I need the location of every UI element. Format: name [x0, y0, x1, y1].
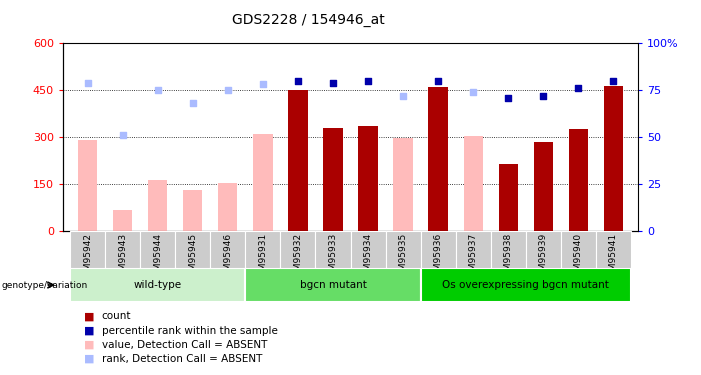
Point	[397, 93, 409, 99]
Point	[608, 78, 619, 84]
Text: GSM95945: GSM95945	[189, 232, 197, 282]
Text: genotype/variation: genotype/variation	[1, 280, 88, 290]
Point	[573, 85, 584, 91]
Text: ■: ■	[84, 340, 95, 350]
Text: Os overexpressing bgcn mutant: Os overexpressing bgcn mutant	[442, 280, 609, 290]
Point	[503, 94, 514, 100]
Text: ■: ■	[84, 326, 95, 336]
Bar	[358, 126, 378, 231]
Bar	[463, 136, 483, 231]
Text: GSM95943: GSM95943	[118, 232, 127, 282]
Bar	[288, 90, 308, 231]
Bar	[218, 183, 238, 231]
Bar	[140, 231, 175, 268]
Bar	[491, 231, 526, 268]
Bar	[561, 231, 596, 268]
Bar	[421, 268, 631, 302]
Bar	[183, 190, 203, 231]
Bar	[350, 231, 386, 268]
Bar	[428, 87, 448, 231]
Bar	[78, 140, 97, 231]
Bar	[596, 231, 631, 268]
Bar	[323, 128, 343, 231]
Point	[187, 100, 198, 106]
Text: GDS2228 / 154946_at: GDS2228 / 154946_at	[232, 13, 385, 27]
Point	[117, 132, 128, 138]
Text: GSM95935: GSM95935	[399, 232, 407, 282]
Bar	[604, 86, 623, 231]
Text: ■: ■	[84, 354, 95, 364]
Point	[362, 78, 374, 84]
Bar	[498, 164, 518, 231]
Text: GSM95934: GSM95934	[364, 232, 372, 282]
Text: percentile rank within the sample: percentile rank within the sample	[102, 326, 278, 336]
Text: GSM95938: GSM95938	[504, 232, 512, 282]
Bar	[105, 231, 140, 268]
Bar	[456, 231, 491, 268]
Text: GSM95944: GSM95944	[154, 232, 162, 282]
Text: GSM95936: GSM95936	[434, 232, 442, 282]
Bar	[315, 231, 350, 268]
Text: ■: ■	[84, 311, 95, 321]
Point	[292, 78, 304, 84]
Text: count: count	[102, 311, 131, 321]
Text: GSM95941: GSM95941	[609, 232, 618, 282]
Bar	[113, 210, 132, 231]
Point	[222, 87, 233, 93]
Text: value, Detection Call = ABSENT: value, Detection Call = ABSENT	[102, 340, 267, 350]
Point	[468, 89, 479, 95]
Point	[152, 87, 163, 93]
Bar	[245, 231, 280, 268]
Text: rank, Detection Call = ABSENT: rank, Detection Call = ABSENT	[102, 354, 262, 364]
Bar	[533, 142, 553, 231]
Point	[82, 80, 93, 86]
Bar	[393, 138, 413, 231]
Text: GSM95933: GSM95933	[329, 232, 337, 282]
Point	[538, 93, 549, 99]
Point	[433, 78, 444, 84]
Text: GSM95946: GSM95946	[224, 232, 232, 282]
Text: GSM95932: GSM95932	[294, 232, 302, 282]
Bar	[253, 134, 273, 231]
Bar	[175, 231, 210, 268]
Bar	[421, 231, 456, 268]
Text: GSM95940: GSM95940	[574, 232, 583, 282]
Point	[257, 81, 268, 87]
Bar	[569, 129, 588, 231]
Bar	[280, 231, 315, 268]
Text: wild-type: wild-type	[134, 280, 182, 290]
Bar	[526, 231, 561, 268]
Text: GSM95937: GSM95937	[469, 232, 477, 282]
Bar	[148, 180, 168, 231]
Text: bgcn mutant: bgcn mutant	[299, 280, 367, 290]
Point	[327, 80, 339, 86]
Text: GSM95931: GSM95931	[259, 232, 267, 282]
Bar	[245, 268, 421, 302]
Bar	[210, 231, 245, 268]
Bar	[70, 231, 105, 268]
Bar	[70, 268, 245, 302]
Text: GSM95942: GSM95942	[83, 232, 92, 282]
Text: GSM95939: GSM95939	[539, 232, 547, 282]
Bar	[386, 231, 421, 268]
